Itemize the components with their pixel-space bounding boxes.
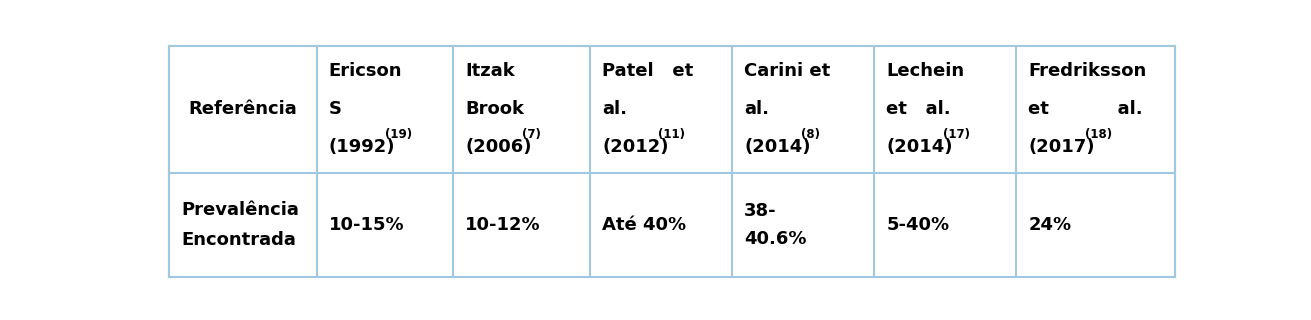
Text: Até 40%: Até 40% — [602, 216, 686, 234]
Text: (19): (19) — [385, 128, 412, 141]
Text: (7): (7) — [522, 128, 540, 141]
Text: Itzak: Itzak — [465, 62, 515, 80]
Text: (2012): (2012) — [602, 139, 669, 156]
Text: Brook: Brook — [465, 100, 524, 118]
Text: Prevalência: Prevalência — [181, 201, 299, 219]
Text: (17): (17) — [943, 128, 970, 141]
Text: Patel   et: Patel et — [602, 62, 694, 80]
Text: S: S — [329, 100, 342, 118]
Text: (2017): (2017) — [1028, 139, 1095, 156]
Text: (18): (18) — [1084, 128, 1112, 141]
Text: Encontrada: Encontrada — [181, 231, 296, 249]
Text: (2006): (2006) — [465, 139, 532, 156]
Text: 40.6%: 40.6% — [745, 230, 806, 248]
Text: Fredriksson: Fredriksson — [1028, 62, 1147, 80]
Text: Referência: Referência — [189, 100, 298, 118]
Text: et           al.: et al. — [1028, 100, 1143, 118]
Text: Ericson: Ericson — [329, 62, 402, 80]
Text: et   al.: et al. — [886, 100, 950, 118]
Text: Lechein: Lechein — [886, 62, 965, 80]
Text: 10-12%: 10-12% — [465, 216, 541, 234]
Text: (8): (8) — [801, 128, 819, 141]
Text: (2014): (2014) — [886, 139, 953, 156]
Text: (11): (11) — [658, 128, 686, 141]
Text: al.: al. — [602, 100, 627, 118]
Text: 38-: 38- — [745, 203, 777, 220]
Text: 10-15%: 10-15% — [329, 216, 404, 234]
Text: (2014): (2014) — [745, 139, 810, 156]
Text: al.: al. — [745, 100, 770, 118]
Text: 5-40%: 5-40% — [886, 216, 949, 234]
Text: Carini et: Carini et — [745, 62, 830, 80]
Text: 24%: 24% — [1028, 216, 1071, 234]
Text: (1992): (1992) — [329, 139, 395, 156]
